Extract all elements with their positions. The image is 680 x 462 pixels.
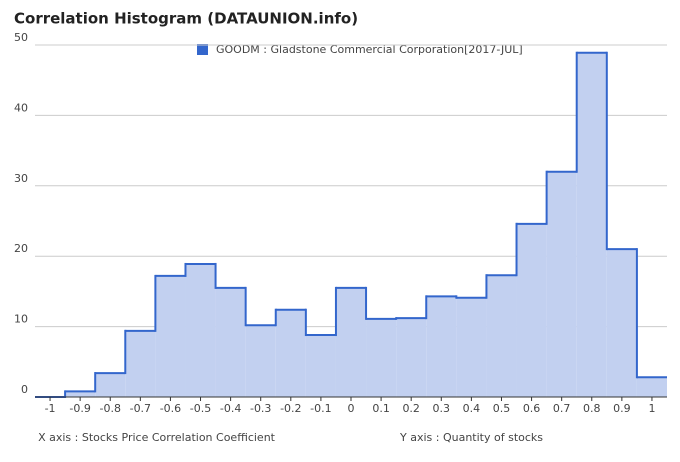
- x-axis-label: X axis : Stocks Price Correlation Coeffi…: [38, 431, 276, 444]
- x-tick-label: -1: [45, 402, 56, 415]
- x-tick-label: -0.3: [250, 402, 271, 415]
- x-tick-label: -0.1: [310, 402, 331, 415]
- y-tick-label: 30: [14, 172, 28, 185]
- bar: [576, 52, 607, 398]
- x-tick-label: 0.7: [553, 402, 571, 415]
- x-tick-label: 0.8: [583, 402, 601, 415]
- x-tick-label: 0.4: [463, 402, 481, 415]
- bar: [486, 275, 517, 397]
- x-tick-label: 0.9: [613, 402, 631, 415]
- bar: [396, 318, 427, 397]
- bar: [305, 335, 336, 397]
- legend-swatch: [197, 44, 208, 55]
- x-tick-label: 0.1: [372, 402, 390, 415]
- bar: [275, 309, 306, 397]
- bar: [366, 318, 397, 397]
- bar: [426, 296, 457, 397]
- x-tick-label: 0: [348, 402, 355, 415]
- x-tick-label: -0.6: [160, 402, 181, 415]
- chart-title: Correlation Histogram (DATAUNION.info): [14, 10, 358, 28]
- bar: [606, 249, 637, 397]
- y-tick-label: 0: [21, 383, 28, 396]
- y-tick-label: 40: [14, 101, 28, 114]
- bar: [65, 391, 96, 397]
- x-tick-label: -0.4: [220, 402, 241, 415]
- x-tick-label: -0.7: [130, 402, 151, 415]
- bar: [516, 223, 547, 397]
- bar: [546, 171, 577, 397]
- x-tick-label: -0.8: [100, 402, 121, 415]
- bar: [125, 330, 156, 397]
- x-tick-label: -0.9: [69, 402, 90, 415]
- x-tick-label: 0.6: [523, 402, 541, 415]
- bar: [636, 377, 667, 397]
- y-tick-label: 50: [14, 31, 28, 44]
- x-tick-label: 0.2: [402, 402, 420, 415]
- bar: [95, 373, 126, 397]
- bar: [155, 275, 186, 397]
- x-tick-label: 0.3: [433, 402, 451, 415]
- legend-label: GOODM : Gladstone Commercial Corporation…: [216, 43, 523, 56]
- bar: [456, 297, 487, 397]
- bar: [185, 263, 216, 397]
- x-tick-label: -0.2: [280, 402, 301, 415]
- y-tick-label: 20: [14, 242, 28, 255]
- bar: [245, 325, 276, 397]
- x-tick-label: 0.5: [493, 402, 511, 415]
- y-axis-label: Y axis : Quantity of stocks: [399, 431, 543, 444]
- x-tick-label: -0.5: [190, 402, 211, 415]
- bar: [215, 287, 246, 397]
- bar: [335, 287, 367, 397]
- x-tick-label: 1: [648, 402, 655, 415]
- y-tick-label: 10: [14, 313, 28, 326]
